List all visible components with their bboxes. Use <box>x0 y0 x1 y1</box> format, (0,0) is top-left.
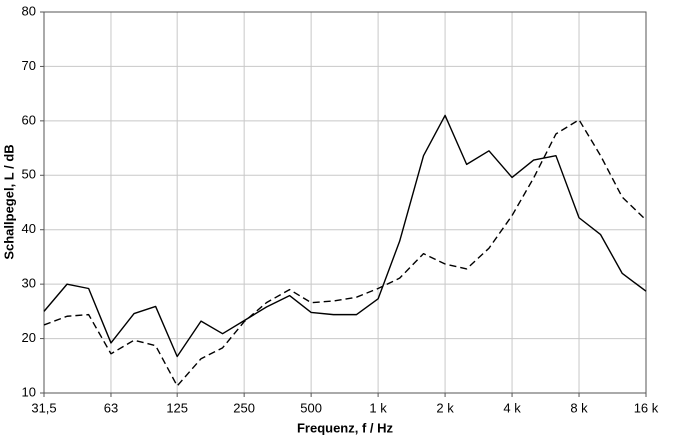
y-tick-label: 20 <box>22 330 36 345</box>
x-tick-label: 1 k <box>369 400 387 415</box>
y-tick-label: 40 <box>22 221 36 236</box>
y-tick-label: 30 <box>22 276 36 291</box>
y-tick-label: 80 <box>22 3 36 18</box>
y-tick-label: 70 <box>22 58 36 73</box>
x-tick-label: 125 <box>166 400 188 415</box>
y-axis-title: Schallpegel, L / dB <box>1 144 16 259</box>
x-tick-label: 250 <box>233 400 255 415</box>
x-tick-label: 31,5 <box>31 400 56 415</box>
data-line <box>43 114 647 358</box>
x-tick-label: 8 k <box>570 400 588 415</box>
x-axis-title: Frequenz, f / Hz <box>297 420 394 435</box>
x-tick-label: 2 k <box>436 400 454 415</box>
x-tick-label: 16 k <box>634 400 659 415</box>
y-tick-label: 10 <box>22 384 36 399</box>
x-tick-label: 63 <box>104 400 118 415</box>
y-tick-label: 50 <box>22 167 36 182</box>
x-tick-label: 500 <box>300 400 322 415</box>
y-tick-label: 60 <box>22 112 36 127</box>
plot-frame <box>43 11 647 394</box>
data-line <box>43 119 647 387</box>
x-tick-label: 4 k <box>503 400 521 415</box>
